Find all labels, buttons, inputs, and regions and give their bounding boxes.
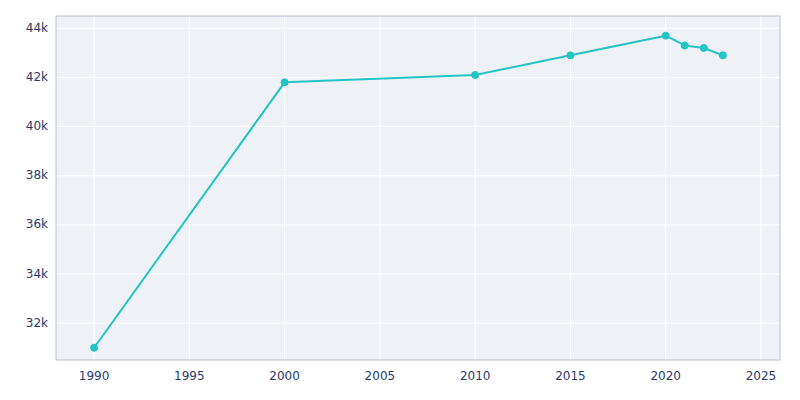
x-grid-line xyxy=(475,16,476,360)
line xyxy=(94,36,723,348)
marker xyxy=(281,79,288,86)
y-tick-label: 40k xyxy=(26,119,48,133)
x-tick-label: 1990 xyxy=(79,369,110,383)
y-grid-line xyxy=(56,323,780,324)
y-grid-line xyxy=(56,28,780,29)
chart-svg: 1990 1995 2000 2005 2010 2015 2020 2025 32k 34k 36… xyxy=(0,0,800,400)
x-tick-label: 2025 xyxy=(746,369,777,383)
marker xyxy=(472,71,479,78)
y-tick-label: 42k xyxy=(26,70,48,84)
plot-frame xyxy=(56,16,780,360)
marker xyxy=(719,52,726,59)
marker xyxy=(681,42,688,49)
y-grid-line xyxy=(56,224,780,225)
marker xyxy=(567,52,574,59)
y-tick-label: 32k xyxy=(26,316,48,330)
marker xyxy=(662,32,669,39)
y-tick-label: 44k xyxy=(26,21,48,35)
x-tick-label: 2000 xyxy=(269,369,300,383)
x-grid-line xyxy=(284,16,285,360)
x-tick-label: 2020 xyxy=(650,369,681,383)
y-tick-label: 38k xyxy=(26,168,48,182)
x-grid-line xyxy=(94,16,95,360)
plot-background xyxy=(56,16,780,360)
marker xyxy=(700,44,707,51)
x-tick-label: 1995 xyxy=(174,369,205,383)
data-layer xyxy=(91,32,727,351)
x-grid-line xyxy=(570,16,571,360)
y-grid-line xyxy=(56,274,780,275)
x-tick-label: 2005 xyxy=(365,369,396,383)
x-grid-line xyxy=(760,16,761,360)
y-tick-label: 36k xyxy=(26,217,48,231)
chart-container: 1990 1995 2000 2005 2010 2015 2020 2025 32k 34k 36… xyxy=(0,0,800,400)
y-grid-line xyxy=(56,175,780,176)
x-grid-line xyxy=(189,16,190,360)
x-tick-label: 2015 xyxy=(555,369,586,383)
y-tick-label: 34k xyxy=(26,267,48,281)
y-grid-line xyxy=(56,126,780,127)
grid xyxy=(56,16,780,360)
x-grid-line xyxy=(379,16,380,360)
axes: 1990 1995 2000 2005 2010 2015 2020 2025 32k 34k 36… xyxy=(26,21,776,383)
x-tick-label: 2010 xyxy=(460,369,491,383)
marker xyxy=(91,344,98,351)
x-grid-line xyxy=(665,16,666,360)
